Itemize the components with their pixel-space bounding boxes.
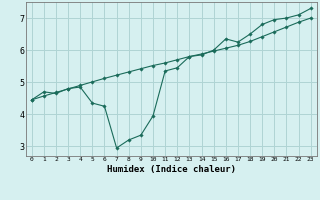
- X-axis label: Humidex (Indice chaleur): Humidex (Indice chaleur): [107, 165, 236, 174]
